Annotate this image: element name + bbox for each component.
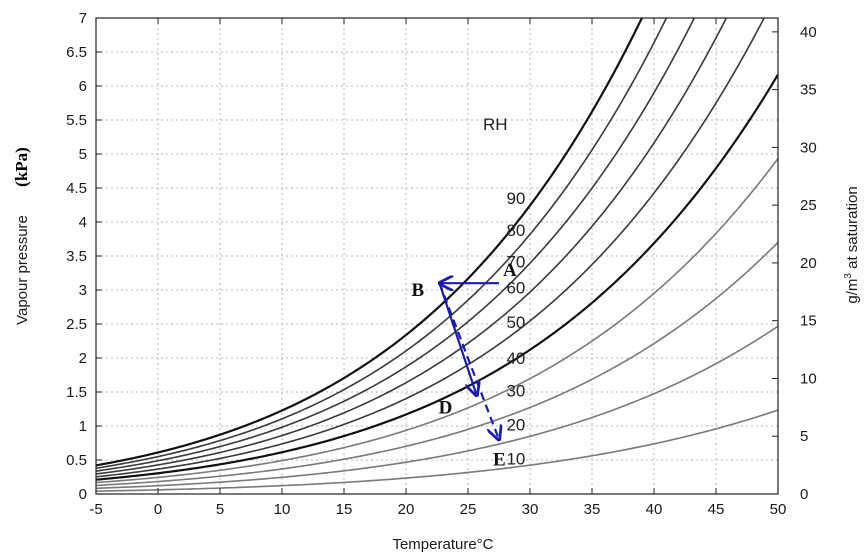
y-left-tick-label: 6 xyxy=(79,78,87,95)
y-right-tick-label: 15 xyxy=(800,313,817,330)
rh-value-label-20: 20 xyxy=(506,416,525,435)
y-left-tick-label: 4 xyxy=(79,214,87,231)
y-left-tick-label: 1 xyxy=(79,418,87,435)
rh-curve-40 xyxy=(96,157,778,484)
y-right-tick-label: 25 xyxy=(800,197,817,214)
rh-curve-50 xyxy=(96,73,778,481)
y-left-tick-label: 4.5 xyxy=(66,180,87,197)
y-axis-right-title: g/m3 at saturation xyxy=(843,186,861,303)
y-right-tick-label: 0 xyxy=(800,486,808,503)
arrow-B-E xyxy=(438,282,499,439)
rh-value-label-30: 30 xyxy=(506,382,525,401)
x-tick-label: 20 xyxy=(398,501,415,518)
rh-value-label-10: 10 xyxy=(506,450,525,469)
y-left-tick-label: 3 xyxy=(79,282,87,299)
y-axis-right-title-post: at saturation xyxy=(844,186,861,273)
y-left-tick-label: 2 xyxy=(79,350,87,367)
rh-value-label-80: 80 xyxy=(506,221,525,240)
y-right-tick-label: 40 xyxy=(800,24,817,41)
y-right-tick-label: 30 xyxy=(800,139,817,156)
rh-curve-60 xyxy=(96,18,766,478)
x-tick-label: 30 xyxy=(522,501,539,518)
rh-header-label: RH xyxy=(483,115,508,134)
rh-curve-90 xyxy=(96,18,668,470)
x-tick-label: 5 xyxy=(216,501,224,518)
y-left-tick-label: 2.5 xyxy=(66,316,87,333)
rh-value-label-90: 90 xyxy=(506,189,525,208)
y-left-tick-label: 6.5 xyxy=(66,44,87,61)
x-tick-label: 15 xyxy=(336,501,353,518)
y-left-tick-label: 3.5 xyxy=(66,248,87,265)
rh-curve-100 xyxy=(96,18,644,467)
rh-value-label-70: 70 xyxy=(506,252,525,271)
y-left-tick-label: 5 xyxy=(79,146,87,163)
rh-curve-70 xyxy=(96,18,728,475)
point-label-B: B xyxy=(411,280,424,301)
y-right-tick-label: 5 xyxy=(800,428,808,445)
point-label-E: E xyxy=(493,450,506,471)
x-tick-label: 25 xyxy=(460,501,477,518)
x-tick-label: -5 xyxy=(89,501,102,518)
x-axis-title: Temperature°C xyxy=(392,536,493,553)
y-axis-left-title: Vapour pressure xyxy=(14,215,31,325)
rh-value-label-50: 50 xyxy=(506,313,525,332)
gridlines xyxy=(96,18,778,494)
y-right-tick-label: 35 xyxy=(800,82,817,99)
process-arrows xyxy=(439,283,499,439)
x-tick-label: 0 xyxy=(154,501,162,518)
chart-labels: RH 90 80 70 60 50 40 30 20 10 A B D E xyxy=(411,115,525,470)
x-tick-label: 45 xyxy=(708,501,725,518)
rh-curve-10 xyxy=(96,409,778,492)
point-label-D: D xyxy=(439,397,453,418)
rh-curves xyxy=(96,18,778,492)
x-tick-label: 40 xyxy=(646,501,663,518)
rh-value-label-40: 40 xyxy=(506,349,525,368)
y-left-tick-label: 0 xyxy=(79,486,87,503)
y-left-tick-label: 0.5 xyxy=(66,452,87,469)
y-right-tick-label: 10 xyxy=(800,370,817,387)
x-tick-label: 50 xyxy=(770,501,787,518)
y-left-tick-label: 7 xyxy=(79,10,87,27)
y-axis-right-title-sup: 3 xyxy=(843,273,854,279)
y-axis-left-unit: (kPa) xyxy=(12,147,31,187)
axis-ticks: -5 0 5 10 15 20 25 30 35 40 45 5000.511.522.533.544… xyxy=(66,10,817,518)
y-left-tick-label: 1.5 xyxy=(66,384,87,401)
rh-value-label-60: 60 xyxy=(506,278,525,297)
y-right-tick-label: 20 xyxy=(800,255,817,272)
rh-curve-30 xyxy=(96,241,778,487)
point-label-A: A xyxy=(503,260,517,281)
y-axis-right-title-pre: g/m xyxy=(844,279,861,304)
rh-curve-80 xyxy=(96,18,696,472)
x-tick-label: 35 xyxy=(584,501,601,518)
x-tick-label: 10 xyxy=(274,501,291,518)
y-left-tick-label: 5.5 xyxy=(66,112,87,129)
rh-curve-20 xyxy=(96,325,778,490)
